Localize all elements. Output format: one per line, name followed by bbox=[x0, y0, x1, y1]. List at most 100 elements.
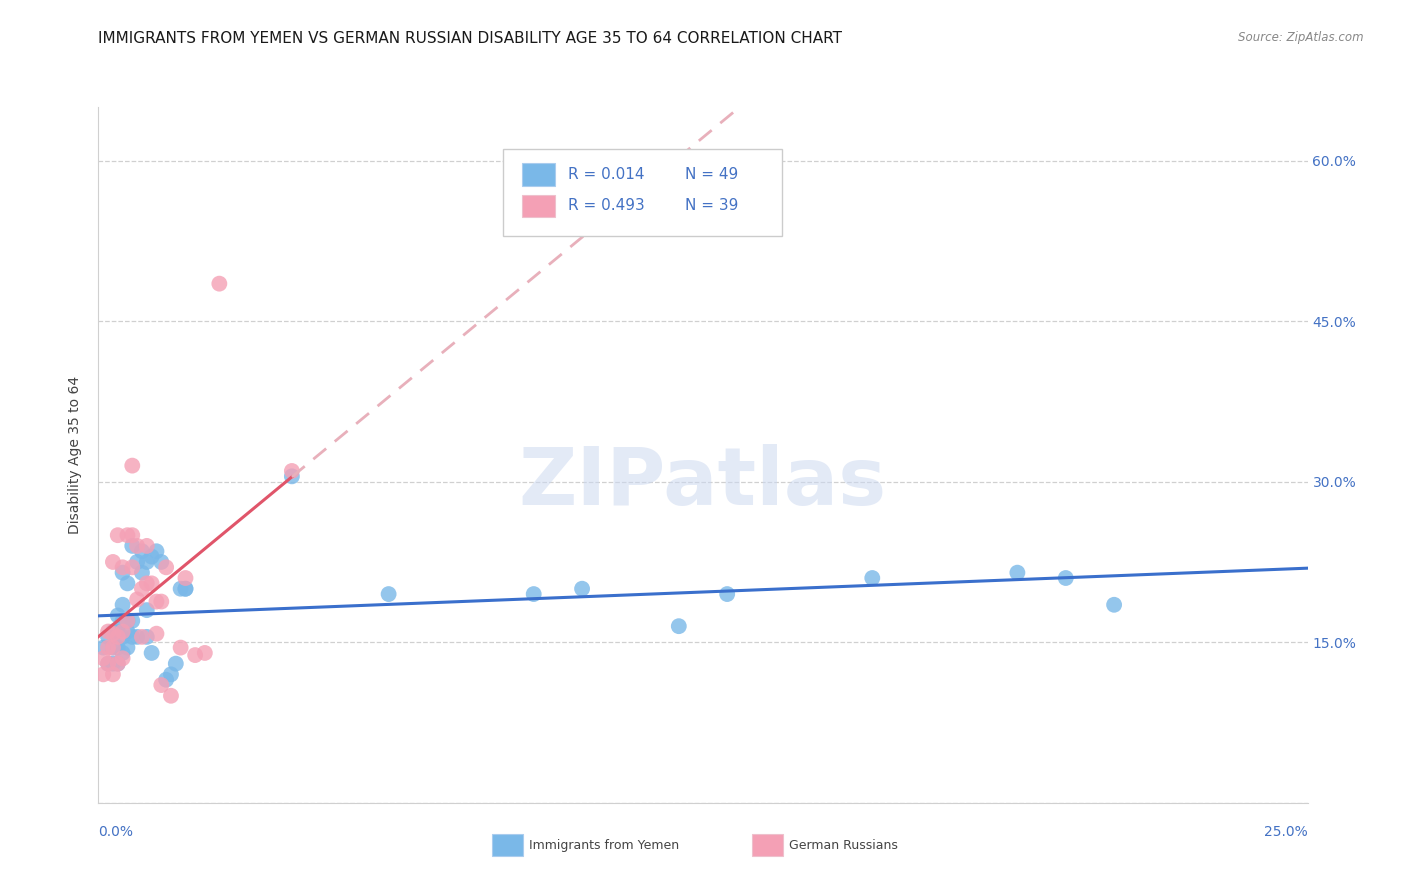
Point bbox=[145, 594, 167, 608]
Point bbox=[121, 458, 143, 473]
Text: German Russians: German Russians bbox=[789, 839, 897, 852]
Text: N = 49: N = 49 bbox=[685, 167, 738, 182]
Point bbox=[160, 667, 183, 681]
Point bbox=[107, 608, 129, 623]
Point bbox=[145, 626, 167, 640]
Point bbox=[111, 651, 134, 665]
Point bbox=[135, 576, 157, 591]
Point bbox=[127, 592, 149, 607]
Point bbox=[111, 614, 134, 628]
FancyBboxPatch shape bbox=[522, 163, 555, 186]
Point bbox=[117, 528, 139, 542]
Point bbox=[135, 603, 157, 617]
Point bbox=[208, 277, 231, 291]
Point bbox=[155, 673, 177, 687]
Point bbox=[121, 630, 143, 644]
Point bbox=[141, 576, 163, 591]
Point bbox=[107, 624, 129, 639]
Point bbox=[107, 657, 129, 671]
Text: R = 0.493: R = 0.493 bbox=[568, 198, 644, 213]
Point bbox=[111, 646, 134, 660]
Point bbox=[127, 539, 149, 553]
Point bbox=[101, 657, 124, 671]
Point bbox=[1007, 566, 1029, 580]
Point bbox=[121, 539, 143, 553]
Point bbox=[194, 646, 217, 660]
Point bbox=[111, 624, 134, 639]
Point bbox=[131, 582, 153, 596]
Point bbox=[150, 678, 173, 692]
Point bbox=[91, 651, 114, 665]
Point bbox=[174, 582, 197, 596]
Point bbox=[97, 657, 120, 671]
Text: Source: ZipAtlas.com: Source: ZipAtlas.com bbox=[1239, 31, 1364, 45]
Point bbox=[141, 549, 163, 564]
Point bbox=[117, 614, 139, 628]
Text: IMMIGRANTS FROM YEMEN VS GERMAN RUSSIAN DISABILITY AGE 35 TO 64 CORRELATION CHAR: IMMIGRANTS FROM YEMEN VS GERMAN RUSSIAN … bbox=[98, 31, 842, 46]
Point bbox=[97, 630, 120, 644]
Point bbox=[377, 587, 399, 601]
Point bbox=[111, 630, 134, 644]
Point bbox=[150, 555, 173, 569]
Point bbox=[117, 640, 139, 655]
Text: N = 39: N = 39 bbox=[685, 198, 738, 213]
Point bbox=[97, 657, 120, 671]
Point bbox=[121, 614, 143, 628]
Point bbox=[101, 624, 124, 639]
Point bbox=[131, 630, 153, 644]
Point bbox=[127, 555, 149, 569]
Point bbox=[155, 560, 177, 574]
Point bbox=[165, 657, 187, 671]
Point bbox=[117, 624, 139, 639]
Text: ZIPatlas: ZIPatlas bbox=[519, 443, 887, 522]
Point bbox=[281, 464, 304, 478]
Point bbox=[111, 566, 134, 580]
Point bbox=[716, 587, 738, 601]
Point bbox=[174, 582, 197, 596]
Point bbox=[91, 667, 114, 681]
Point bbox=[117, 576, 139, 591]
Point bbox=[101, 626, 124, 640]
Point bbox=[101, 640, 124, 655]
Text: R = 0.014: R = 0.014 bbox=[568, 167, 644, 182]
FancyBboxPatch shape bbox=[522, 194, 555, 217]
Point bbox=[97, 624, 120, 639]
Point bbox=[117, 614, 139, 628]
Point bbox=[150, 594, 173, 608]
Point bbox=[571, 582, 593, 596]
Point bbox=[111, 598, 134, 612]
Point bbox=[131, 566, 153, 580]
Point bbox=[281, 469, 304, 483]
Point bbox=[107, 640, 129, 655]
Point bbox=[184, 648, 207, 662]
Point bbox=[135, 630, 157, 644]
Text: 25.0%: 25.0% bbox=[1264, 825, 1308, 839]
Point bbox=[668, 619, 690, 633]
Point bbox=[131, 544, 153, 558]
Point bbox=[174, 571, 197, 585]
Point bbox=[91, 640, 114, 655]
Point bbox=[111, 560, 134, 574]
Point bbox=[121, 560, 143, 574]
FancyBboxPatch shape bbox=[503, 149, 782, 235]
Point bbox=[97, 640, 120, 655]
Point bbox=[1054, 571, 1077, 585]
Y-axis label: Disability Age 35 to 64: Disability Age 35 to 64 bbox=[69, 376, 83, 534]
Point bbox=[127, 630, 149, 644]
Point bbox=[160, 689, 183, 703]
Point bbox=[1102, 598, 1125, 612]
Point bbox=[860, 571, 883, 585]
Text: 0.0%: 0.0% bbox=[98, 825, 134, 839]
Point bbox=[107, 657, 129, 671]
Point bbox=[135, 555, 157, 569]
Point bbox=[101, 640, 124, 655]
Point bbox=[107, 630, 129, 644]
Point bbox=[169, 582, 191, 596]
Text: Immigrants from Yemen: Immigrants from Yemen bbox=[529, 839, 679, 852]
Point bbox=[169, 640, 191, 655]
Point bbox=[141, 646, 163, 660]
Point bbox=[107, 528, 129, 542]
Point bbox=[101, 555, 124, 569]
Point bbox=[121, 528, 143, 542]
Point bbox=[135, 539, 157, 553]
